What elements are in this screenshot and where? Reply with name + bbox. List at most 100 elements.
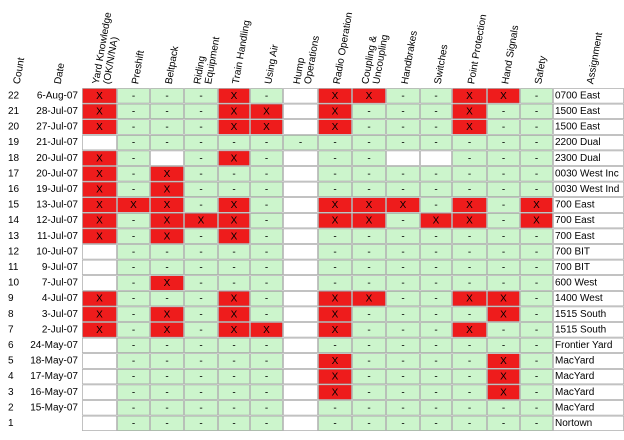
- cell-value: -: [535, 294, 538, 305]
- cell: [318, 306, 352, 322]
- cell: [386, 353, 420, 369]
- cell-value: X: [466, 107, 473, 118]
- cell-value: -: [401, 169, 404, 180]
- cell: [386, 275, 420, 291]
- cell: [184, 213, 218, 229]
- cell-value: X: [466, 294, 473, 305]
- date: 17-May-07: [30, 371, 78, 382]
- cell-value: -: [265, 341, 268, 352]
- cell-value: -: [265, 200, 268, 211]
- cell-value: -: [502, 419, 505, 430]
- cell-value: X: [533, 200, 540, 211]
- cell: [250, 88, 283, 104]
- cell: [283, 228, 318, 244]
- cell-value: X: [500, 294, 507, 305]
- cell: [218, 290, 250, 307]
- cell-value: -: [502, 247, 505, 258]
- cell-value: -: [165, 263, 168, 274]
- cell-value: X: [164, 278, 171, 289]
- cell: [352, 290, 386, 307]
- cell: [452, 197, 487, 213]
- cell: [82, 306, 117, 322]
- assignment: 1500 East: [555, 122, 600, 133]
- cell-value: X: [466, 200, 473, 211]
- cell-value: X: [433, 216, 440, 227]
- cell-value: -: [535, 356, 538, 367]
- cell: [420, 150, 452, 166]
- cell-value: X: [198, 216, 205, 227]
- cell: [218, 322, 250, 338]
- cell: [250, 166, 283, 182]
- count: 12: [8, 246, 20, 257]
- cell: [520, 181, 553, 198]
- cell-value: -: [401, 91, 404, 102]
- cell-value: X: [466, 122, 473, 133]
- cell-value: -: [199, 278, 202, 289]
- cell: [250, 181, 283, 198]
- cell: [150, 103, 184, 119]
- column-header: Count: [12, 57, 28, 85]
- cell: [184, 197, 218, 213]
- cell-value: X: [263, 107, 270, 118]
- cell: [184, 415, 218, 432]
- column-header: Using Air: [263, 43, 281, 85]
- assignment: 700 BIT: [555, 262, 590, 273]
- cell: [420, 103, 452, 119]
- cell-value: -: [468, 169, 471, 180]
- column-header: Train Handling: [231, 19, 253, 85]
- cell: [318, 197, 352, 213]
- cell: [117, 197, 150, 213]
- cell-value: -: [232, 169, 235, 180]
- cell: [352, 384, 386, 400]
- cell-value: -: [434, 403, 437, 414]
- cell: [150, 415, 184, 432]
- column-header: Hump: [292, 56, 308, 85]
- cell: [184, 306, 218, 322]
- cell-value: X: [96, 216, 103, 227]
- column-header: Riding: [192, 55, 208, 85]
- cell-value: -: [468, 263, 471, 274]
- assignment: 0030 West Ind: [555, 184, 619, 195]
- cell: [117, 353, 150, 369]
- cell-value: -: [265, 294, 268, 305]
- cell: [184, 103, 218, 119]
- cell: [487, 103, 520, 119]
- cell-value: -: [367, 138, 370, 149]
- count: 14: [8, 215, 20, 226]
- cell-value: -: [132, 138, 135, 149]
- cell-value: -: [535, 107, 538, 118]
- cell: [250, 415, 283, 432]
- cell: [318, 181, 352, 198]
- cell: [520, 213, 553, 229]
- cell: [283, 306, 318, 322]
- assignment: 700 BIT: [555, 246, 590, 257]
- cell: [452, 181, 487, 198]
- cell-value: -: [265, 403, 268, 414]
- cell-value: -: [401, 247, 404, 258]
- cell-value: -: [333, 153, 336, 164]
- cell-value: -: [132, 294, 135, 305]
- cell-value: -: [434, 185, 437, 196]
- cell: [420, 368, 452, 385]
- cell-value: -: [434, 91, 437, 102]
- cell: [218, 368, 250, 385]
- cell-value: -: [199, 185, 202, 196]
- cell-value: -: [401, 372, 404, 383]
- cell: [420, 228, 452, 244]
- date: 7-Jul-07: [42, 278, 79, 289]
- cell: [318, 415, 352, 432]
- cell: [352, 166, 386, 182]
- assignment: 600 West: [555, 278, 597, 289]
- cell-value: -: [333, 263, 336, 274]
- cell-value: -: [367, 309, 370, 320]
- cell-value: X: [164, 200, 171, 211]
- cell-value: -: [165, 91, 168, 102]
- cell-value: -: [401, 216, 404, 227]
- cell-value: -: [535, 325, 538, 336]
- cell: [218, 259, 250, 276]
- cell-value: -: [265, 247, 268, 258]
- cell: [420, 306, 452, 322]
- cell: [352, 275, 386, 291]
- cell: [520, 384, 553, 400]
- cell: [386, 213, 420, 229]
